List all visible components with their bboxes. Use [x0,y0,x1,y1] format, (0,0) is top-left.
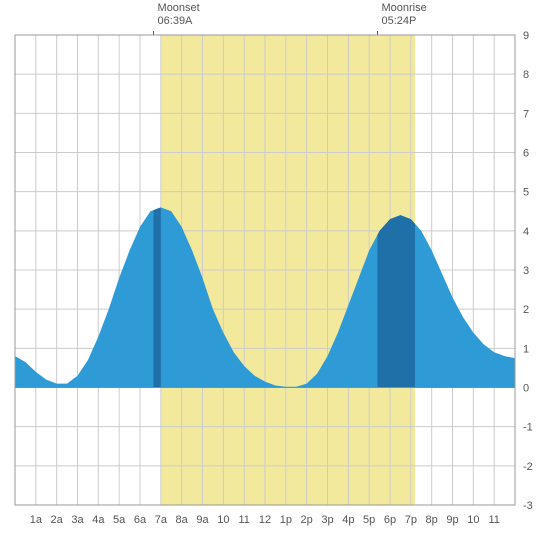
x-tick-label: 1p [280,514,292,526]
chart-svg: -3-2-101234567891a2a3a4a5a6a7a8a9a101112… [0,0,550,550]
x-tick-label: 2a [51,514,64,526]
moonset-title: Moonset [158,2,200,14]
x-tick-label: 11 [488,514,499,526]
x-tick-label: 5a [113,514,126,526]
x-tick-label: 10 [467,514,479,526]
x-tick-label: 8p [426,514,438,526]
x-tick-label: 2p [301,514,313,526]
y-tick-label: 0 [523,383,529,395]
y-tick-label: 9 [523,30,529,42]
y-tick-label: 4 [523,226,529,238]
x-tick-label: 9p [446,514,458,526]
x-tick-label: 10 [217,514,229,526]
x-tick-label: 8a [176,514,189,526]
moonrise-label: Moonrise 05:24P [382,2,427,28]
moonrise-time: 05:24P [382,15,417,27]
x-tick-label: 3a [71,514,84,526]
moonset-time: 06:39A [158,15,193,27]
moonset-label: Moonset 06:39A [158,2,200,28]
y-tick-label: 1 [523,343,529,355]
y-tick-label: -2 [523,461,533,473]
x-tick-label: 11 [238,514,249,526]
y-tick-label: 6 [523,148,529,160]
x-tick-label: 4a [92,514,105,526]
y-tick-label: 8 [523,69,529,81]
x-tick-label: 6p [384,514,396,526]
x-tick-label: 4p [342,514,354,526]
x-tick-label: 3p [321,514,333,526]
x-tick-label: 9a [196,514,209,526]
y-tick-label: 2 [523,304,529,316]
x-tick-label: 6a [134,514,147,526]
tide-chart: Moonset 06:39A Moonrise 05:24P -3-2-1012… [0,0,550,550]
y-tick-label: 3 [523,265,529,277]
y-tick-label: -1 [523,422,533,434]
y-tick-label: 5 [523,187,529,199]
moonrise-title: Moonrise [382,2,427,14]
x-tick-label: 7p [405,514,417,526]
y-tick-label: -3 [523,500,533,512]
x-tick-label: 12 [259,514,271,526]
x-tick-label: 5p [363,514,375,526]
y-tick-label: 7 [523,108,529,120]
x-tick-label: 7a [155,514,168,526]
x-tick-label: 1a [30,514,43,526]
